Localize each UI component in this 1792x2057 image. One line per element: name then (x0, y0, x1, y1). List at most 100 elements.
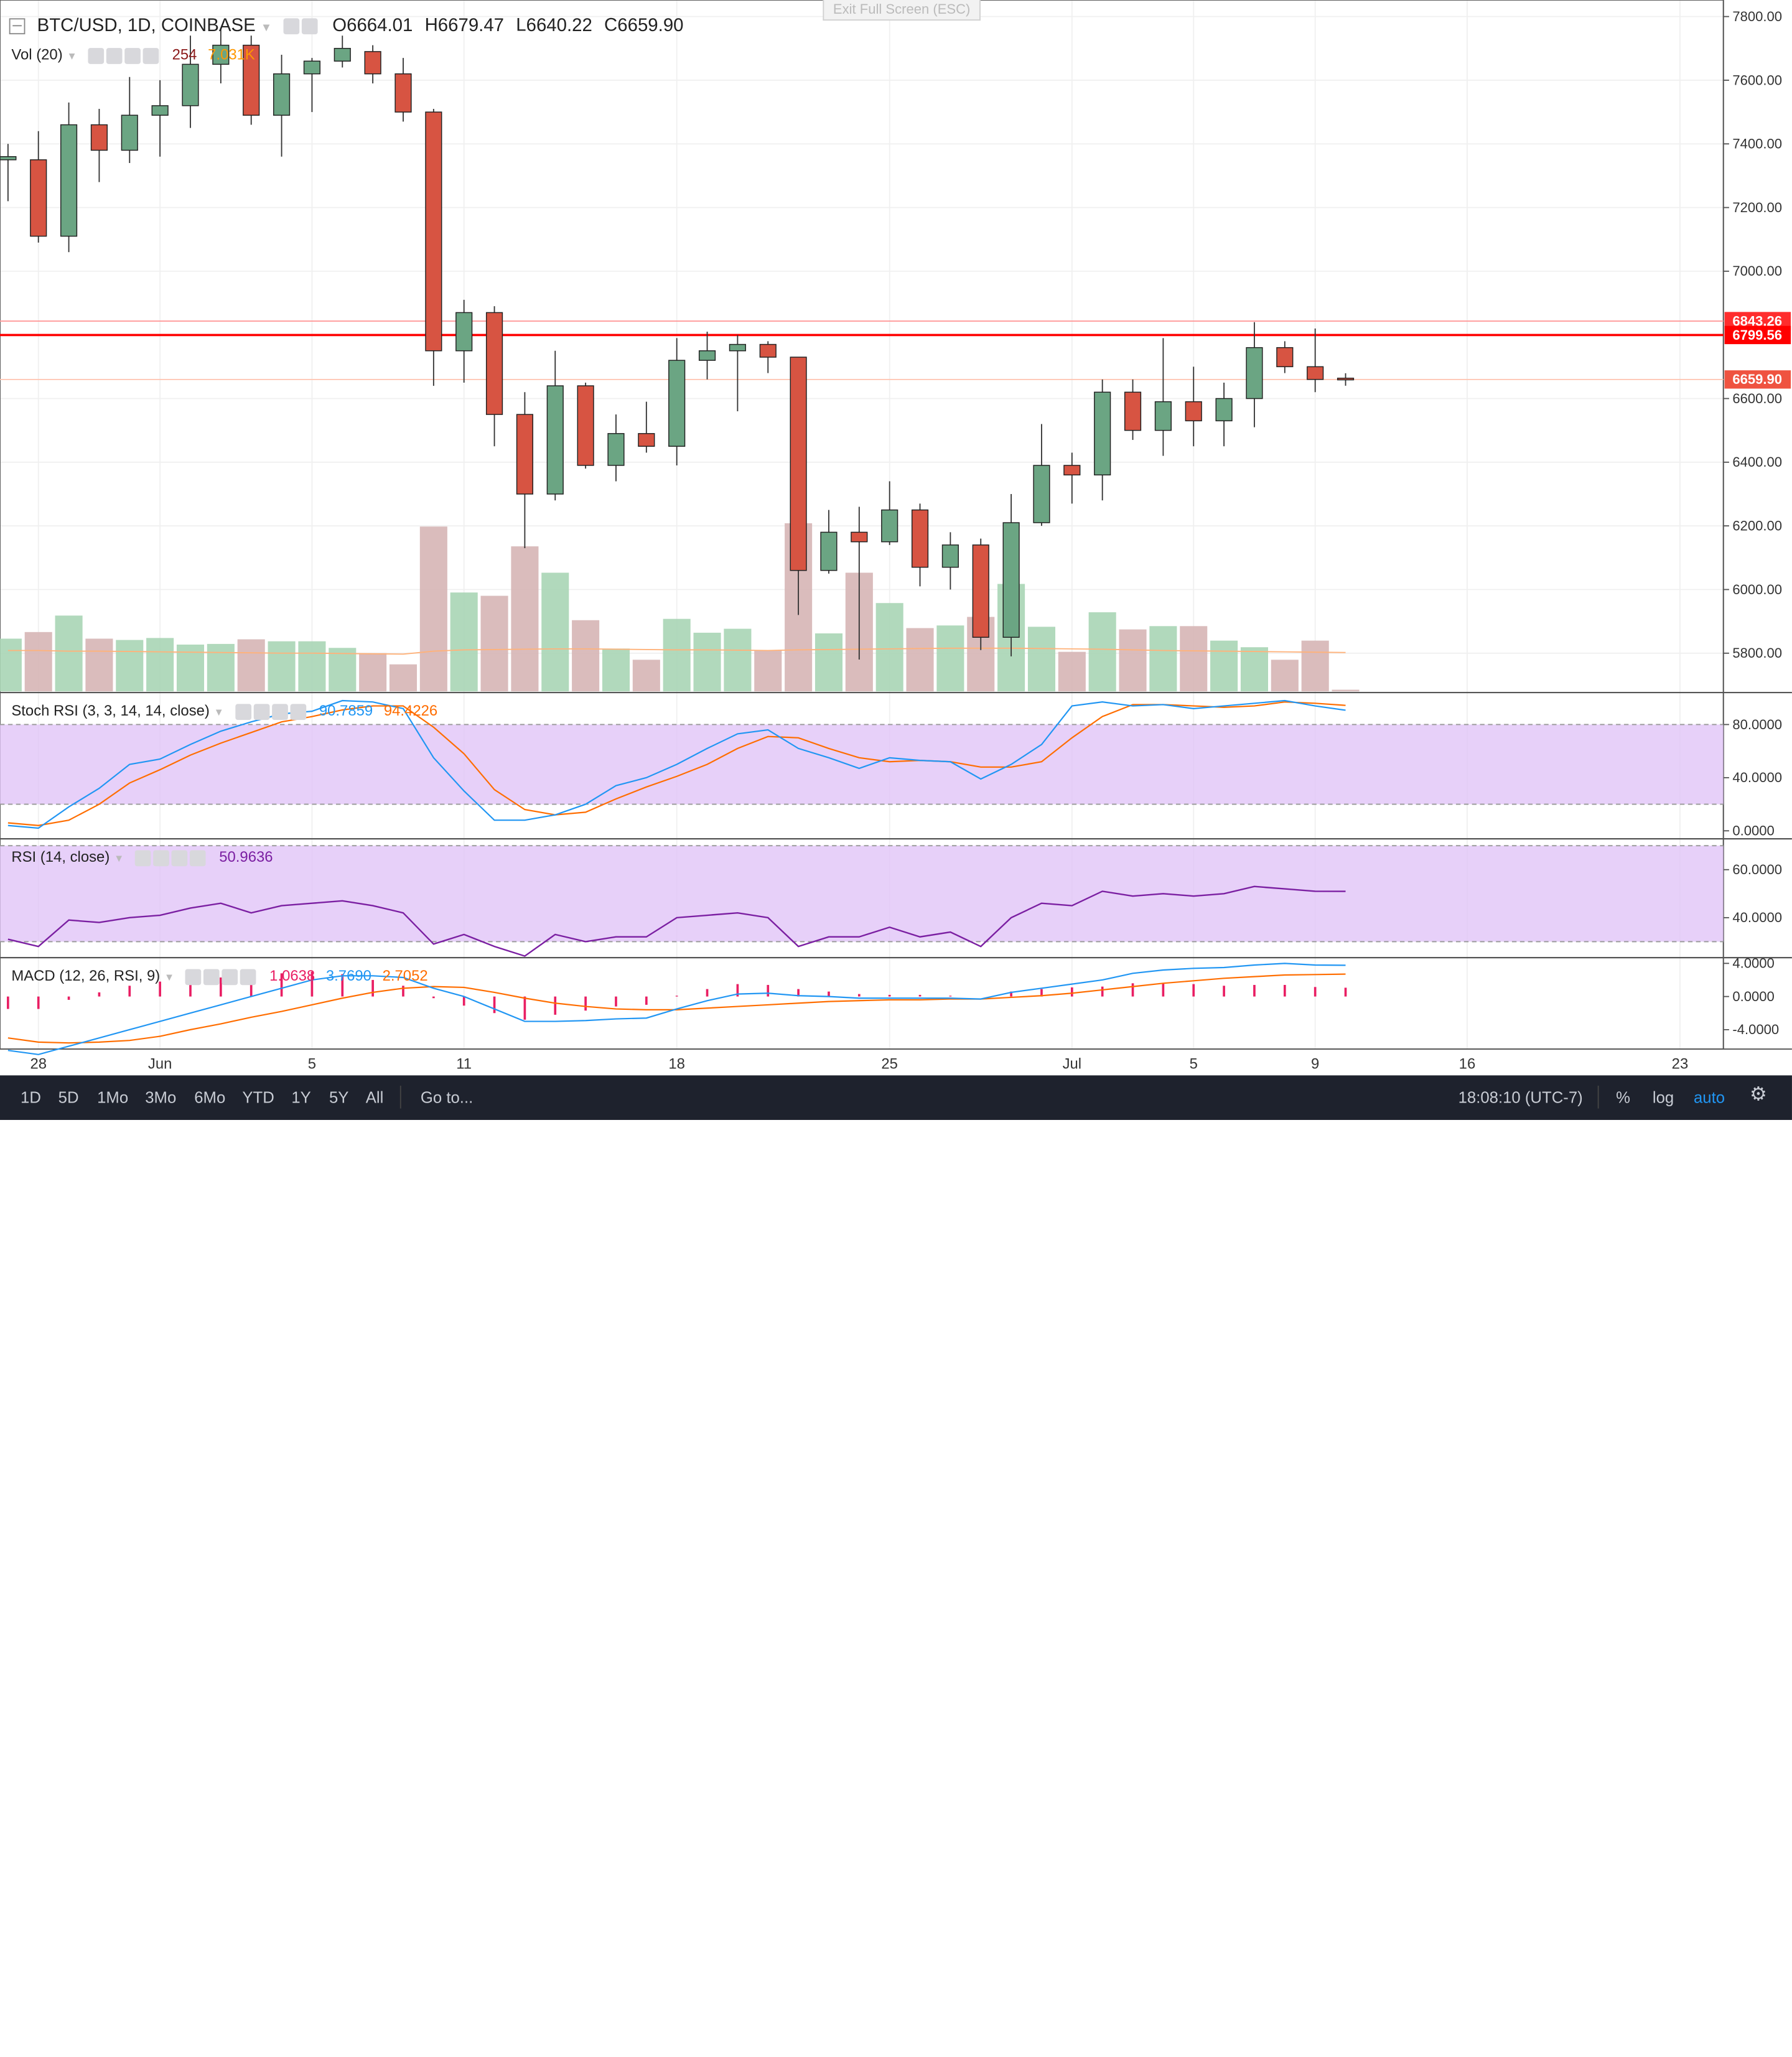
close-icon[interactable] (190, 851, 206, 867)
volume-bar (814, 633, 843, 692)
eye-icon[interactable] (235, 704, 251, 721)
time-tick-label: 18 (668, 1055, 685, 1072)
resistance-lines (0, 320, 1724, 380)
volume-bars (0, 523, 1360, 692)
candle-body (60, 124, 78, 237)
price-badge-label: 6659.90 (1732, 371, 1782, 387)
candle-body (334, 48, 351, 62)
main-legend: BTC/USD, 1D, COINBASE ▼ O6664.01 H6679.4… (9, 16, 684, 37)
log-toggle[interactable]: log (1652, 1088, 1674, 1106)
timeframe-all[interactable]: All (365, 1088, 384, 1106)
rsi-line (7, 885, 1346, 957)
stoch-legend-buttons (235, 702, 309, 721)
chevron-down-icon[interactable]: ▼ (213, 706, 224, 718)
time-axis: 28 Jun 5 11 18 25 Jul 5 9 16 23 (30, 1055, 1688, 1072)
candle-body (729, 343, 746, 352)
volume-bar (1240, 647, 1269, 692)
stoch-rsi-pane (7, 699, 1346, 829)
close-icon[interactable] (289, 704, 306, 721)
volume-bar (724, 628, 752, 692)
plus-icon[interactable] (271, 704, 288, 721)
volume-bar (1058, 651, 1086, 692)
macd-hist-value: 1.0638 (269, 966, 315, 984)
toolbar-divider (399, 1085, 401, 1109)
candle-body (668, 360, 686, 447)
stoch-k-line (7, 699, 1346, 829)
price-badge (1724, 325, 1791, 345)
stoch-rsi-legend-name[interactable]: Stoch RSI (3, 3, 14, 14, close) (11, 701, 210, 719)
eye-icon[interactable] (88, 48, 105, 65)
volume-bar (480, 595, 508, 692)
volume-legend-name[interactable]: Vol (20) (11, 45, 63, 63)
volume-bar (24, 632, 52, 692)
stoch-tick-label: 80.0000 (1732, 717, 1782, 732)
open-label: O (332, 16, 347, 36)
volume-bar (450, 592, 478, 692)
volume-legend: Vol (20) ▼ 254 7.031K (11, 45, 255, 65)
plus-icon[interactable] (222, 969, 238, 986)
macd-legend-name[interactable]: MACD (12, 26, RSI, 9) (11, 966, 161, 984)
candle-body (577, 385, 594, 466)
eye-icon[interactable] (135, 851, 151, 867)
price-tick-label: 6400.00 (1732, 454, 1782, 470)
candle-body (911, 509, 929, 568)
candle-body (1307, 366, 1324, 380)
volume-bar (1119, 629, 1147, 692)
chevron-down-icon[interactable]: ▼ (67, 50, 77, 62)
volume-bar (85, 638, 113, 692)
stoch-rsi-legend: Stoch RSI (3, 3, 14, 14, close) ▼ 90.785… (11, 702, 437, 721)
auto-toggle[interactable]: auto (1693, 1088, 1725, 1106)
volume-bar (663, 618, 691, 692)
price-tick-label: 7600.00 (1732, 72, 1782, 88)
candle-body (881, 509, 898, 543)
macd-pane (7, 963, 1347, 1055)
close-icon[interactable] (142, 48, 159, 65)
plus-icon[interactable] (171, 851, 188, 867)
macd-signal-value: 2.7052 (382, 966, 428, 984)
timeframe-1d[interactable]: 1D (21, 1088, 41, 1106)
gear-icon[interactable]: ⚙ (1749, 1083, 1767, 1106)
exit-fullscreen-button[interactable]: Exit Full Screen (ESC) (823, 0, 981, 21)
percent-toggle[interactable]: % (1616, 1088, 1630, 1106)
rsi-pane (7, 885, 1346, 957)
gear-icon[interactable] (302, 17, 319, 34)
gear-icon[interactable] (253, 704, 269, 721)
timeframe-5d[interactable]: 5D (58, 1088, 79, 1106)
gear-icon[interactable] (106, 48, 123, 65)
close-icon[interactable] (240, 969, 256, 986)
gear-icon[interactable] (153, 851, 170, 867)
symbol-label[interactable]: BTC/USD, 1D, COINBASE (37, 16, 256, 36)
rsi-legend-name[interactable]: RSI (14, close) (11, 847, 110, 865)
eye-icon[interactable] (185, 969, 202, 986)
stoch-tick-label: 0.0000 (1732, 823, 1774, 839)
timeframe-6mo[interactable]: 6Mo (194, 1088, 226, 1106)
high-value: 6679.47 (437, 16, 505, 36)
eye-icon[interactable] (284, 17, 300, 34)
candle-body (546, 385, 564, 495)
candle-body (607, 433, 625, 466)
timeframe-1mo[interactable]: 1Mo (97, 1088, 129, 1106)
timeframe-5y[interactable]: 5Y (329, 1088, 349, 1106)
macd-value: 3.7690 (325, 966, 371, 984)
chevron-down-icon[interactable]: ▼ (260, 22, 273, 35)
gear-icon[interactable] (203, 969, 220, 986)
collapse-icon[interactable] (9, 18, 26, 35)
chevron-down-icon[interactable]: ▼ (164, 971, 175, 983)
plus-icon[interactable] (124, 48, 141, 65)
macd-line (7, 963, 1346, 1055)
volume-bar (1332, 689, 1360, 692)
price-tick-label: 7200.00 (1732, 200, 1782, 215)
volume-bar (1301, 640, 1329, 692)
goto-button[interactable]: Go to... (420, 1088, 474, 1106)
timeframe-ytd[interactable]: YTD (242, 1088, 274, 1106)
volume-bar (1271, 660, 1299, 692)
volume-bar (1180, 626, 1208, 692)
timeframe-3mo[interactable]: 3Mo (145, 1088, 177, 1106)
candle-body (1124, 391, 1142, 431)
chart-canvas[interactable]: 7800.00 7600.00 7400.00 7200.00 7000.00 6600.… (0, 0, 1792, 1075)
chevron-down-icon[interactable]: ▼ (113, 852, 124, 864)
timeframe-1y[interactable]: 1Y (291, 1088, 311, 1106)
volume-bar (511, 546, 539, 692)
volume-bar (116, 640, 144, 692)
candle-body (394, 73, 412, 113)
